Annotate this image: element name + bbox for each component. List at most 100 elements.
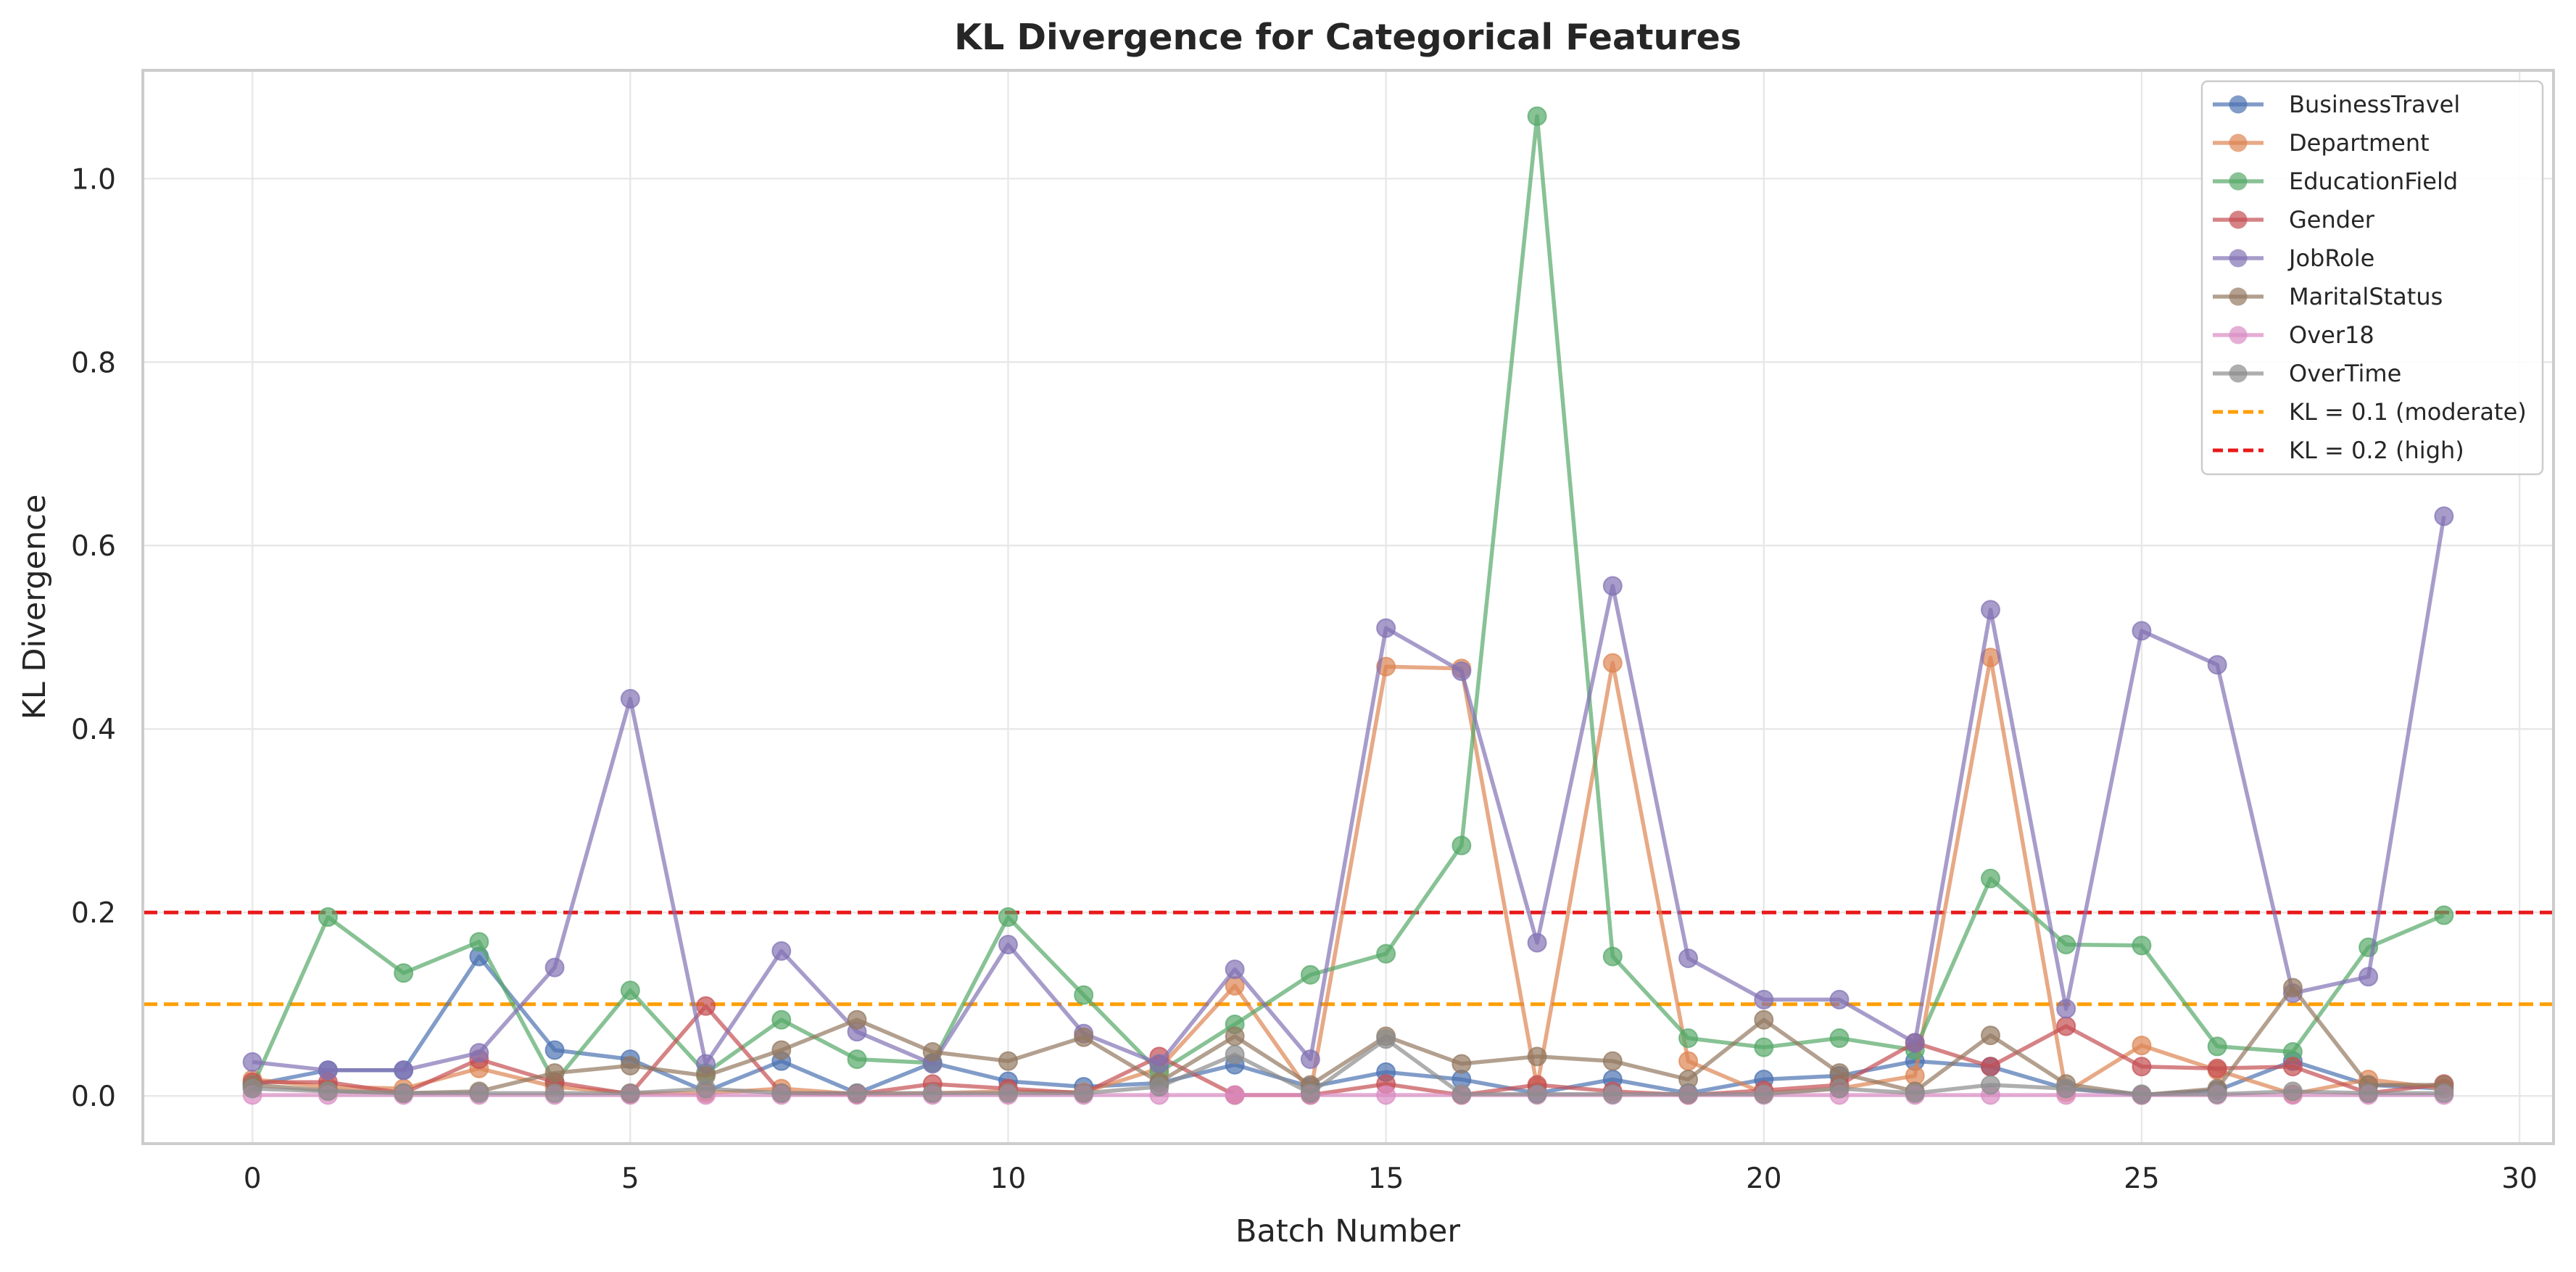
legend-entry: EducationField [2213, 168, 2458, 195]
y-tick-label: 0.6 [71, 530, 116, 563]
data-point [998, 1051, 1018, 1071]
data-point [620, 980, 640, 1001]
data-point [2132, 936, 2152, 956]
data-point [1074, 985, 1094, 1005]
data-point [2358, 1083, 2379, 1103]
data-point [2132, 621, 2152, 641]
data-point [998, 907, 1018, 928]
legend-entry: BusinessTravel [2213, 91, 2460, 118]
data-point [1602, 653, 1623, 673]
legend-marker [2229, 95, 2248, 114]
data-point [1225, 1026, 1245, 1046]
data-point [2434, 506, 2454, 526]
data-point [1905, 1083, 1925, 1103]
y-tick-label: 0.4 [71, 714, 116, 746]
x-tick-label: 20 [1746, 1162, 1782, 1195]
legend-label: MaritalStatus [2289, 283, 2443, 310]
x-tick-label: 5 [621, 1162, 639, 1195]
legend-entry: KL = 0.2 (high) [2213, 437, 2464, 464]
data-point [1678, 1084, 1699, 1104]
data-point [922, 1042, 943, 1062]
data-point [318, 1060, 338, 1081]
data-point [998, 1083, 1018, 1103]
data-point [2358, 967, 2379, 987]
data-point [1451, 1054, 1472, 1074]
legend-entry: KL = 0.1 (moderate) [2213, 398, 2527, 426]
data-point [696, 996, 716, 1016]
legend-marker [2229, 326, 2248, 344]
data-point [1602, 946, 1623, 967]
data-point [1149, 1054, 1169, 1074]
x-tick-label: 25 [2124, 1162, 2160, 1195]
data-point [1678, 1051, 1699, 1071]
legend-label: BusinessTravel [2289, 91, 2460, 118]
data-point [544, 1083, 565, 1103]
data-point [771, 941, 792, 961]
legend-label: Department [2289, 129, 2430, 157]
data-point [620, 1055, 640, 1075]
data-point [1754, 1009, 1774, 1030]
data-point [2207, 655, 2227, 675]
data-point [1527, 933, 1547, 953]
x-tick-label: 0 [244, 1162, 262, 1195]
data-point [1602, 576, 1623, 596]
series-overtime [242, 1029, 2454, 1104]
tick-labels: 0 5 10 15 20 25 30 0.0 0.2 0.4 0.6 0.8 1.0 [71, 163, 2538, 1195]
legend-entry: MaritalStatus [2213, 283, 2443, 310]
legend-label: EducationField [2289, 168, 2458, 195]
data-point [2282, 978, 2303, 998]
data-point [847, 1009, 867, 1030]
data-point [1376, 1029, 1396, 1049]
legend-label: Over18 [2289, 321, 2374, 349]
legend-entry: Over18 [2213, 321, 2374, 349]
data-point [2207, 1058, 2227, 1078]
data-point [2132, 1057, 2152, 1077]
legend-entry: OverTime [2213, 360, 2401, 387]
y-tick-label: 0.8 [71, 347, 116, 379]
x-tick-label: 30 [2501, 1162, 2538, 1195]
data-point [469, 1083, 489, 1103]
data-point [1678, 1028, 1699, 1049]
data-point [469, 1043, 489, 1063]
data-point [1602, 1051, 1623, 1071]
data-point [847, 1049, 867, 1070]
series-layer [242, 106, 2454, 1105]
data-point [1602, 1084, 1623, 1104]
data-point [1225, 959, 1245, 980]
data-point [318, 1081, 338, 1102]
data-point [1980, 1025, 2000, 1046]
y-axis-label: KL Divergence [17, 495, 53, 720]
data-point [2056, 999, 2076, 1019]
data-point [1451, 661, 1472, 682]
data-point [1074, 1083, 1094, 1103]
data-point [2207, 1036, 2227, 1057]
data-point [544, 1040, 565, 1060]
legend: BusinessTravel Department EducationField Ge… [2200, 80, 2544, 476]
data-point [998, 935, 1018, 955]
data-point [1754, 1037, 1774, 1057]
data-point [2207, 1084, 2227, 1104]
legend-marker [2229, 364, 2248, 383]
data-point [2434, 1083, 2454, 1103]
legend-label: OverTime [2289, 360, 2401, 387]
data-point [1829, 989, 1850, 1009]
data-point [2434, 905, 2454, 925]
legend-marker [2229, 133, 2248, 152]
data-point [1527, 1046, 1547, 1067]
chart-title: KL Divergence for Categorical Features [954, 17, 1742, 58]
series-line [252, 1037, 2444, 1097]
data-point [1149, 1077, 1169, 1097]
data-point [2132, 1084, 2152, 1104]
data-point [1225, 1044, 1245, 1065]
legend-entry: Department [2213, 129, 2430, 157]
data-point [1980, 600, 2000, 620]
data-point [1980, 1057, 2000, 1077]
data-point [242, 1078, 262, 1099]
y-tick-label: 0.2 [71, 897, 116, 930]
data-point [394, 963, 414, 983]
data-point [544, 1063, 565, 1083]
data-point [620, 688, 640, 709]
data-point [469, 932, 489, 952]
data-point [1754, 989, 1774, 1009]
data-point [1300, 1049, 1320, 1070]
